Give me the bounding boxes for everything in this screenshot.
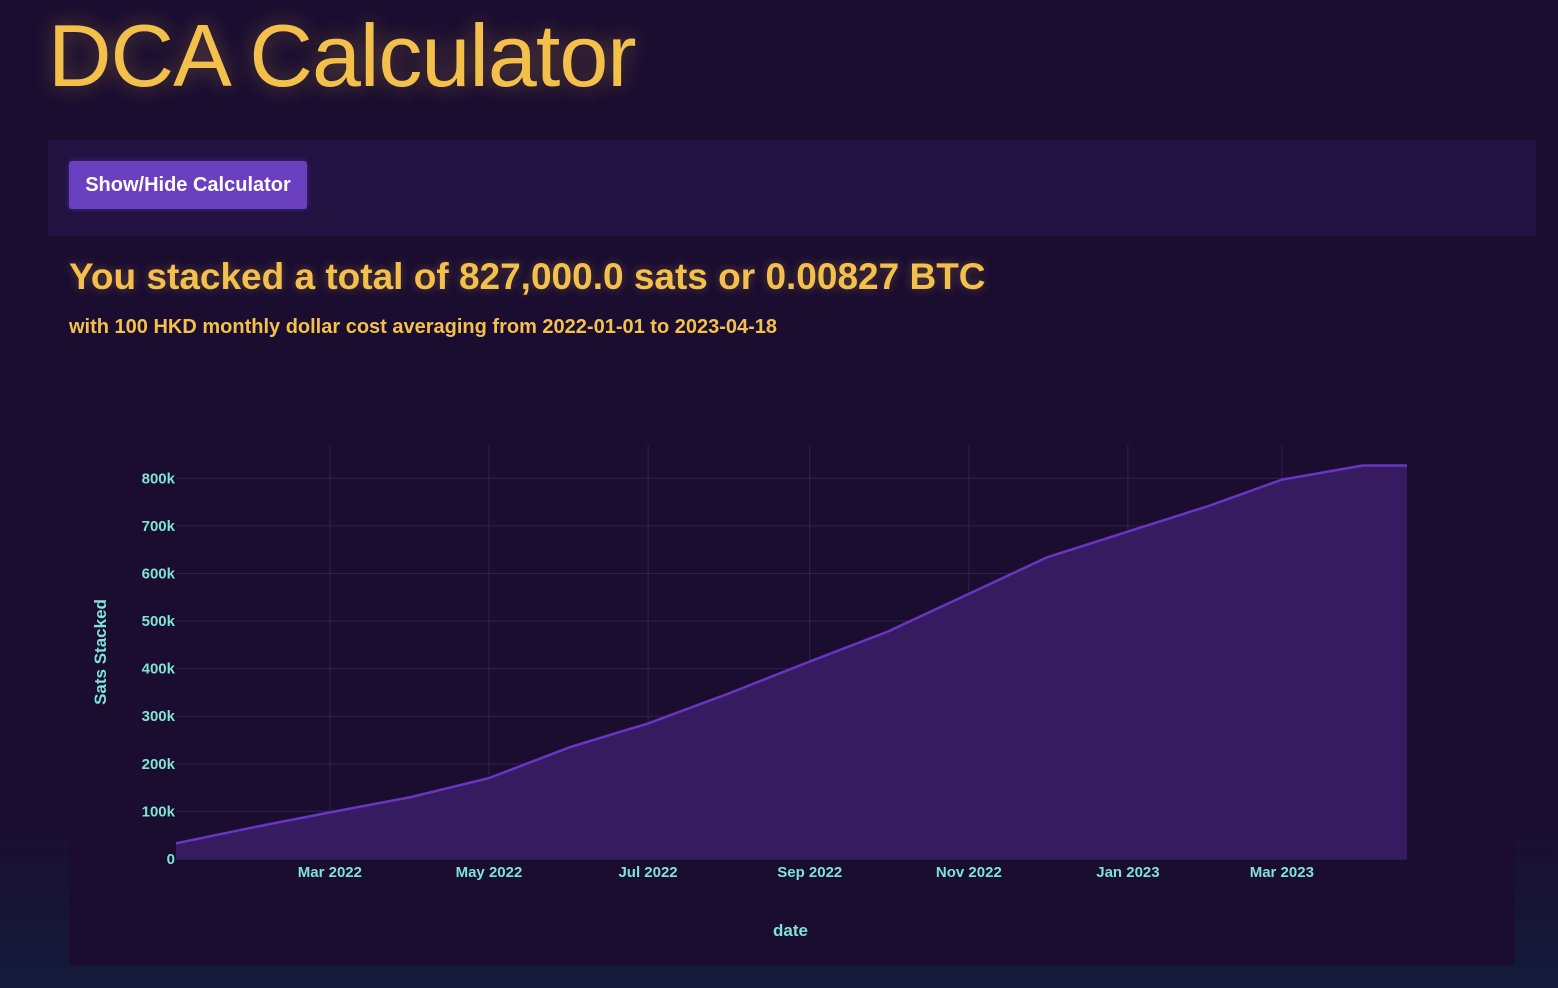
- x-tick-label: Jan 2023: [1096, 864, 1159, 881]
- y-tick-label: 0: [167, 851, 175, 868]
- y-tick-label: 300k: [142, 708, 176, 725]
- x-tick-label: Sep 2022: [777, 864, 842, 881]
- x-tick-label: Jul 2022: [618, 864, 677, 881]
- y-tick-label: 400k: [142, 661, 176, 678]
- result-subtitle: with 100 HKD monthly dollar cost averagi…: [69, 316, 778, 338]
- x-tick-label: Mar 2022: [298, 864, 362, 881]
- result-summary: You stacked a total of 827,000.0 sats or…: [69, 256, 986, 297]
- y-tick-label: 700k: [142, 518, 176, 535]
- x-tick-label: Mar 2023: [1250, 864, 1314, 881]
- x-tick-label: Nov 2022: [936, 864, 1002, 881]
- y-tick-label: 800k: [142, 470, 176, 487]
- sats-stacked-chart[interactable]: 0 100k 200k 300k 400k 500k 600k 700k 800k Mar 202…: [69, 400, 1515, 965]
- y-tick-label: 200k: [142, 756, 176, 773]
- y-tick-label: 100k: [142, 803, 176, 820]
- chart-panel: 0 100k 200k 300k 400k 500k 600k 700k 800k Mar 202…: [69, 400, 1515, 965]
- series-line[interactable]: [175, 464, 1407, 845]
- y-tick-label: 600k: [142, 565, 176, 582]
- y-axis-title: Sats Stacked: [91, 599, 110, 705]
- area-fill: [176, 465, 1407, 859]
- show-hide-calculator-button[interactable]: Show/Hide Calculator: [69, 161, 307, 209]
- app-title: DCA Calculator: [48, 6, 637, 105]
- calculator-toolbar: Show/Hide Calculator: [48, 140, 1536, 236]
- y-tick-label: 500k: [142, 613, 176, 630]
- x-axis-title: date: [773, 921, 808, 940]
- x-tick-label: May 2022: [456, 864, 523, 881]
